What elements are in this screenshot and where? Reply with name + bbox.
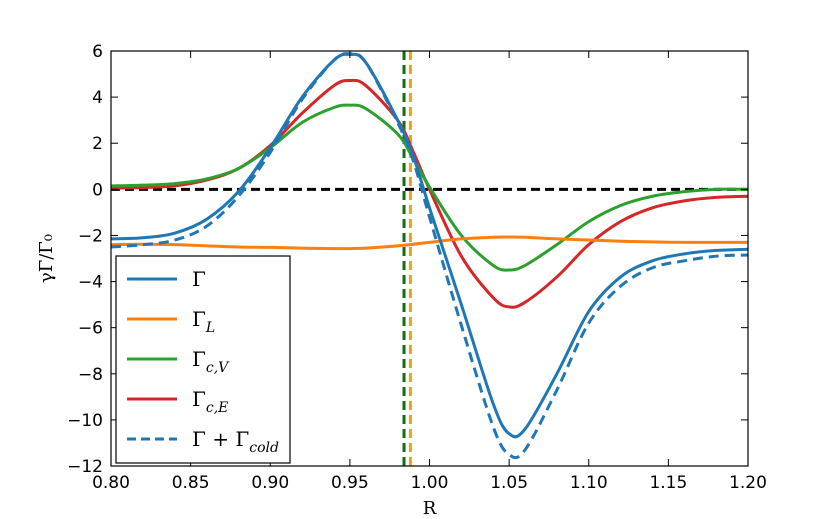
- y-tick-label: 6: [92, 42, 103, 62]
- y-tick-label: −4: [78, 273, 103, 293]
- legend-label-subscript: L: [205, 320, 215, 336]
- y-tick-label: −2: [78, 226, 103, 246]
- y-tick-label: 2: [92, 134, 103, 154]
- x-tick-label: 1.20: [729, 473, 767, 493]
- x-tick-label: 1.05: [490, 473, 528, 493]
- x-tick-label: 0.85: [172, 473, 210, 493]
- x-tick-label: 1.15: [649, 473, 687, 493]
- y-tick-label: −8: [78, 365, 103, 385]
- legend-label-subscript: c,V: [206, 360, 230, 376]
- series-line--cold: [110, 52, 749, 460]
- y-tick-label: 4: [92, 88, 103, 108]
- x-tick-label: 0.80: [92, 473, 130, 493]
- y-tick-label: −10: [67, 411, 103, 431]
- y-tick-label: −12: [67, 457, 103, 477]
- x-tick-label: 0.90: [251, 473, 289, 493]
- y-axis-label: γΓ/Γ₀: [36, 234, 57, 283]
- x-tick-label: 0.95: [331, 473, 369, 493]
- y-tick-label: 0: [92, 180, 103, 200]
- x-axis-label: R: [423, 498, 437, 519]
- series-line--l: [110, 235, 748, 251]
- legend-label: Γ: [192, 267, 206, 291]
- legend-label-subscript: cold: [249, 440, 279, 456]
- series-line--c-v: [110, 103, 749, 272]
- series-line--: [110, 52, 749, 439]
- legend-label-subscript: c,E: [206, 400, 229, 416]
- x-tick-label: 1.10: [570, 473, 608, 493]
- y-tick-label: −6: [78, 319, 103, 339]
- x-tick-label: 1.00: [411, 473, 449, 493]
